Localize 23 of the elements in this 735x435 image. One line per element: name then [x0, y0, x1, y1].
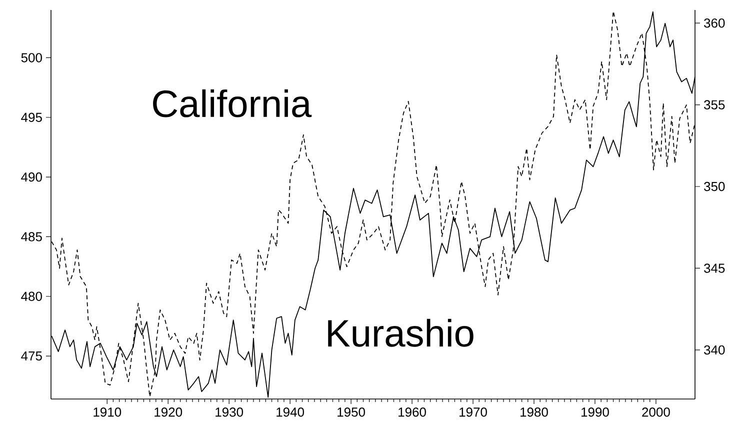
y-tick-label: 500	[21, 53, 42, 62]
x-tick-label: 1910	[94, 408, 122, 417]
x-tick-label: 1960	[398, 408, 426, 417]
x-tick-label: 2000	[642, 408, 670, 417]
annotation: Kurashio	[328, 318, 474, 347]
y-tick-label: 485	[21, 232, 42, 242]
y2-tick-label: 355	[704, 100, 725, 110]
y-tick-label: 480	[21, 292, 42, 301]
y2-tick-label: 340	[704, 345, 725, 355]
y2-tick-label: 350	[704, 182, 725, 192]
y2-tick-label: 345	[704, 264, 725, 273]
y-tick-label: 475	[21, 351, 42, 361]
y-tick-label: 490	[21, 172, 42, 182]
x-tick-label: 1970	[460, 408, 487, 417]
x-tick-label: 1920	[154, 408, 182, 417]
y2-tick-label: 360	[704, 18, 725, 28]
annotation: California	[153, 89, 312, 118]
x-tick-label: 1930	[216, 408, 244, 417]
x-tick-label: 1950	[338, 408, 366, 417]
y-tick-label: 495	[21, 112, 42, 122]
x-tick-label: 1980	[520, 408, 548, 417]
x-tick-label: 1990	[582, 408, 609, 417]
x-tick-label: 1940	[276, 408, 304, 417]
